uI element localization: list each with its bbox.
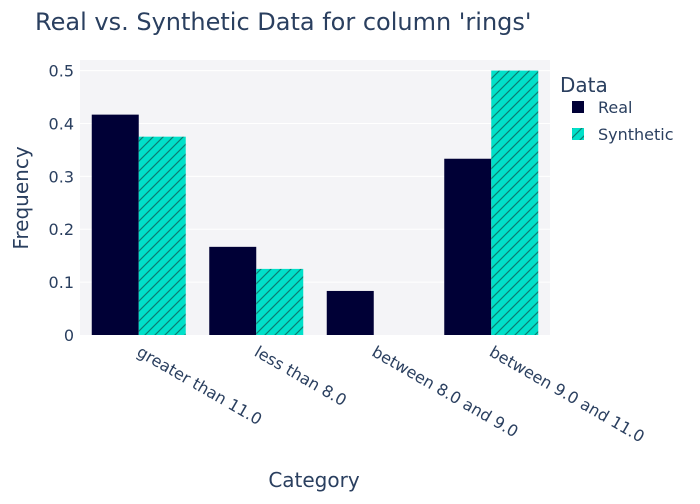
bar-synthetic-3[interactable] — [491, 70, 539, 336]
legend-swatch-real[interactable] — [572, 101, 584, 113]
y-tick-label: 0.1 — [49, 273, 74, 292]
y-tick-label: 0.3 — [49, 167, 74, 186]
bar-real-0[interactable] — [91, 114, 139, 335]
x-axis-label: Category — [268, 468, 360, 492]
bar-real-1[interactable] — [209, 246, 257, 335]
y-axis-label: Frequency — [9, 146, 33, 249]
y-axis-ticks: 0 0.1 0.2 0.3 0.4 0.5 — [49, 62, 74, 345]
x-tick-label: less than 8.0 — [251, 342, 350, 410]
y-tick-label: 0.2 — [49, 220, 74, 239]
y-tick-label: 0.4 — [49, 114, 74, 133]
chart-title: Real vs. Synthetic Data for column 'ring… — [35, 8, 532, 36]
legend-label-real[interactable]: Real — [598, 98, 633, 117]
legend-swatch-synthetic[interactable] — [572, 128, 584, 140]
legend-title: Data — [560, 73, 608, 97]
bar-synthetic-0[interactable] — [138, 136, 186, 335]
legend-label-synthetic[interactable]: Synthetic — [598, 125, 674, 144]
bars — [91, 70, 539, 336]
bar-real-2[interactable] — [326, 290, 374, 335]
legend: Data Real Synthetic — [560, 73, 674, 144]
y-tick-label: 0.5 — [49, 62, 74, 81]
y-tick-label: 0 — [64, 326, 74, 345]
bar-real-3[interactable] — [444, 158, 492, 335]
bar-synthetic-1[interactable] — [256, 268, 304, 335]
x-tick-label: greater than 11.0 — [134, 342, 266, 429]
